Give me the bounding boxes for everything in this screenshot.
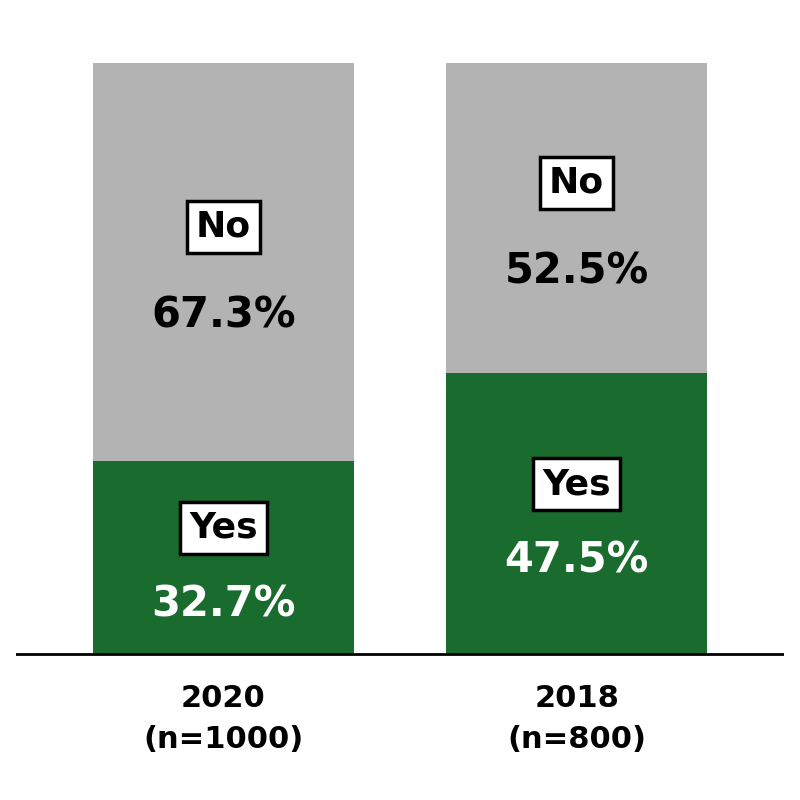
Text: 2020: 2020 <box>181 683 266 713</box>
Text: Yes: Yes <box>542 467 611 501</box>
Text: Yes: Yes <box>189 511 258 545</box>
Text: No: No <box>549 166 604 200</box>
Bar <box>446 63 707 374</box>
Text: 32.7%: 32.7% <box>151 584 296 626</box>
Bar <box>93 63 354 461</box>
Bar <box>446 374 707 654</box>
Text: No: No <box>196 210 251 244</box>
Text: 47.5%: 47.5% <box>505 540 649 582</box>
Text: 52.5%: 52.5% <box>505 250 649 293</box>
Text: (n=1000): (n=1000) <box>143 725 303 754</box>
Text: 2018: 2018 <box>534 683 619 713</box>
Text: (n=800): (n=800) <box>507 725 646 754</box>
Bar <box>93 461 354 654</box>
Text: 67.3%: 67.3% <box>151 294 296 336</box>
